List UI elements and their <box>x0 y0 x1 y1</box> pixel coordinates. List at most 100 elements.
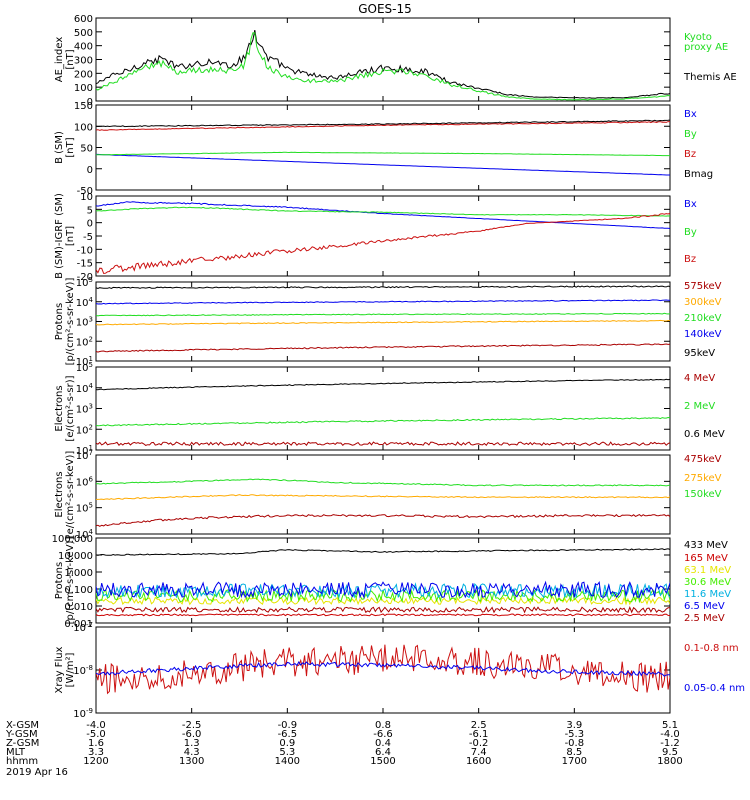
footer-value-z-gsm: 0.9 <box>279 738 295 749</box>
footer-value-mlt: 8.5 <box>566 747 582 758</box>
y-tick-label: 100.000 <box>52 534 93 545</box>
y-axis-title: [p/(cm²-s-sr-keV)] <box>65 537 76 625</box>
footer-value-y-gsm: -4.0 <box>660 729 680 740</box>
legend-entry: Kyoto <box>684 32 712 43</box>
legend-entry: Bz <box>684 149 696 160</box>
panel-8: 10-9 10-8 10-7 Xray Flux [W/m²] 0.1-0.8 nm 0.0… <box>54 621 745 720</box>
footer-value-mlt: 7.4 <box>471 747 487 758</box>
series-line-2 <box>96 319 670 326</box>
y-tick-label: 100 <box>74 83 93 94</box>
legend-entry: 575keV <box>684 281 722 292</box>
footer-value-mlt: 6.4 <box>375 747 391 758</box>
y-tick-label: -10 <box>77 245 93 256</box>
footer-value-mlt: 4.3 <box>184 747 200 758</box>
y-tick-label: 0 <box>87 165 93 176</box>
y-tick-label: 0 <box>87 97 93 108</box>
y-tick-label: 0 <box>87 219 93 230</box>
y-axis-title: B (SM)-IGRF (SM) <box>54 193 65 279</box>
y-tick-label: 0.100 <box>64 585 93 596</box>
footer-value-x-gsm: -0.9 <box>278 720 298 731</box>
footer-label-x-gsm: X-GSM <box>6 720 39 731</box>
footer-value-mlt: 5.3 <box>279 747 295 758</box>
footer-value-x-gsm: 5.1 <box>662 720 678 731</box>
footer-value-z-gsm: -0.8 <box>565 738 585 749</box>
series-line-2 <box>96 151 670 157</box>
legend-entry: By <box>684 227 697 238</box>
series-line-3 <box>96 378 670 391</box>
y-tick-label: 150 <box>74 101 93 112</box>
series-line-2 <box>96 416 670 427</box>
panel-frame <box>95 366 671 451</box>
series-line-1 <box>96 644 670 695</box>
y-tick-label: 102 <box>76 335 93 348</box>
footer-value-hhmm: 1500 <box>370 756 395 767</box>
footer-value-mlt: 9.5 <box>662 747 678 758</box>
legend-entry: 0.05-0.4 nm <box>684 683 745 694</box>
y-axis-title: Protons <box>54 303 65 340</box>
y-tick-label: 0.001 <box>64 619 93 630</box>
panel-frame <box>95 454 671 535</box>
footer-value-hhmm: 1700 <box>562 756 587 767</box>
legend-entry: 165 MeV <box>684 553 728 564</box>
footer-value-x-gsm: 3.9 <box>566 720 582 731</box>
legend-entry: 4 MeV <box>684 373 715 384</box>
series-line-1 <box>96 153 670 176</box>
legend-entry: 30.6 MeV <box>684 577 731 588</box>
y-axis-title: [e/(cm²-s-sr-keV)] <box>65 451 76 539</box>
footer-value-z-gsm: -0.2 <box>469 738 489 749</box>
series-line-2 <box>96 494 670 501</box>
y-axis-title: Electrons <box>54 385 65 431</box>
footer-value-x-gsm: 2.5 <box>471 720 487 731</box>
legend-entry: Bx <box>684 199 697 210</box>
legend-entry: 63.1 MeV <box>684 565 731 576</box>
series-line-2 <box>96 206 670 217</box>
y-tick-label: 105 <box>76 502 93 515</box>
legend-entry: 433 MeV <box>684 540 728 551</box>
legend-entry: 0.6 MeV <box>684 429 725 440</box>
y-tick-label: 10 <box>80 192 93 203</box>
footer-value-mlt: 3.3 <box>88 747 104 758</box>
legend-entry: Bmag <box>684 169 713 180</box>
series-line-5 <box>96 285 670 290</box>
legend-entry: 140keV <box>684 329 722 340</box>
footer-value-hhmm: 1300 <box>179 756 204 767</box>
y-tick-label: 1.000 <box>64 568 93 579</box>
footer-label-z-gsm: Z-GSM <box>6 738 39 749</box>
panel-frame <box>95 17 671 102</box>
series-line-1 <box>96 201 670 229</box>
y-axis-title: Xray Flux <box>54 646 65 693</box>
footer-label-mlt: MLT <box>6 747 26 758</box>
plot-title: GOES-15 <box>358 2 412 16</box>
orbit-footer: X-GSM Y-GSM Z-GSM MLT hhmm 2019 Apr 16 -… <box>5 720 683 778</box>
y-tick-label: 104 <box>76 296 94 309</box>
legend-entry: Bz <box>684 254 696 265</box>
y-tick-label: 10-9 <box>73 707 93 720</box>
panel-7: 0.001 0.010 0.100 1.000 10.000 100.000 Protons… <box>52 534 732 630</box>
y-tick-label: 0.010 <box>64 602 93 613</box>
footer-value-y-gsm: -5.0 <box>86 729 106 740</box>
y-tick-label: 300 <box>74 56 93 67</box>
series-line-2 <box>96 32 670 101</box>
y-tick-label: 200 <box>74 69 93 80</box>
panel-frame <box>95 104 671 191</box>
footer-value-z-gsm: 1.3 <box>184 738 200 749</box>
footer-value-x-gsm: -4.0 <box>86 720 106 731</box>
footer-value-z-gsm: 1.6 <box>88 738 104 749</box>
series-line-1 <box>96 343 670 353</box>
series-line-3 <box>96 212 670 275</box>
y-tick-label: 106 <box>76 475 94 488</box>
series-line-3 <box>96 312 670 317</box>
y-tick-label: 107 <box>76 449 93 462</box>
legend-entry: 300keV <box>684 297 722 308</box>
legend-entry: 150keV <box>684 489 722 500</box>
footer-value-z-gsm: -1.2 <box>660 738 680 749</box>
y-axis-title: Electrons <box>54 471 65 517</box>
footer-value-z-gsm: 0.4 <box>375 738 391 749</box>
footer-value-x-gsm: -2.5 <box>182 720 202 731</box>
y-tick-label: 10-7 <box>73 621 93 634</box>
y-tick-label: 104 <box>76 382 94 395</box>
footer-value-x-gsm: 0.8 <box>375 720 391 731</box>
legend-entry: 95keV <box>684 348 715 359</box>
